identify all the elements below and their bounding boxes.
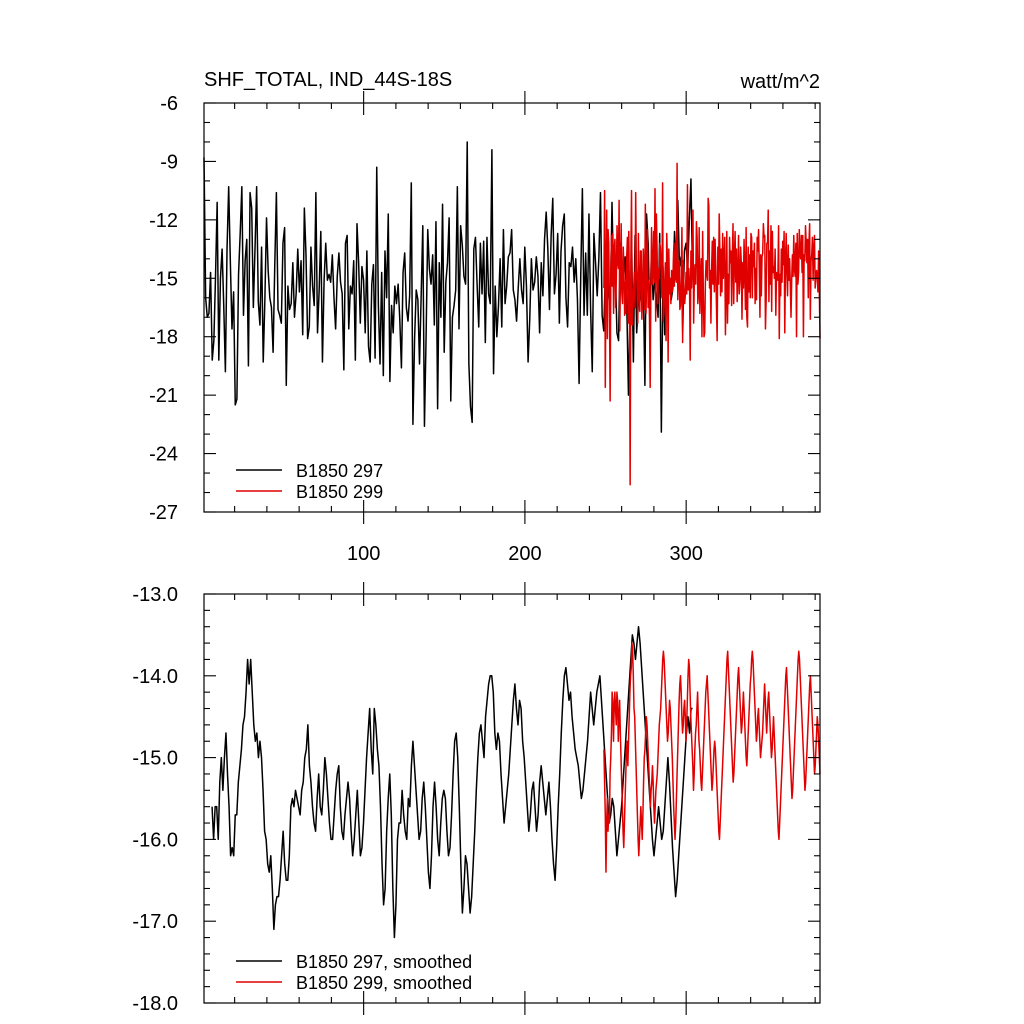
bottom-plot-area: [211, 625, 821, 939]
legend-label-b1850-297: B1850 297: [296, 461, 383, 481]
bottom-x-axis: [234, 582, 816, 1015]
y-tick-label: -18.0: [132, 993, 178, 1015]
x-tick-label: 300: [669, 543, 702, 565]
x-tick-label: 100: [347, 543, 380, 565]
top-legend: B1850 297 B1850 299: [236, 461, 383, 502]
x-tick-label: 200: [508, 543, 541, 565]
bottom-legend: B1850 297, smoothed B1850 299, smoothed: [236, 952, 472, 993]
units-label: watt/m^2: [740, 71, 820, 93]
legend-label-b1850-297-smoothed: B1850 297, smoothed: [296, 952, 472, 972]
y-tick-label: -15.0: [132, 748, 178, 770]
bottom-plot-frame: [203, 593, 821, 1004]
y-tick-label: -24: [149, 444, 178, 466]
bottom-y-axis: -18.0 -17.0 -16.0 -15.0 -14.0 -13.0: [132, 584, 820, 1015]
top-y-axis: -27 -24 -21 -18 -15 -12 -9 -6: [149, 93, 820, 524]
y-tick-label: -18: [149, 327, 178, 349]
legend-label-b1850-299-smoothed: B1850 299, smoothed: [296, 973, 472, 993]
y-tick-label: -14.0: [132, 666, 178, 688]
y-tick-label: -15: [149, 268, 178, 290]
y-tick-label: -9: [160, 151, 178, 173]
series-line-smoothed-0: [211, 625, 693, 939]
y-tick-label: -16.0: [132, 829, 178, 851]
y-tick-label: -12: [149, 210, 178, 232]
y-tick-label: -21: [149, 385, 178, 407]
y-tick-label: -17.0: [132, 911, 178, 933]
y-tick-label: -6: [160, 93, 178, 115]
top-x-axis: 100 200 300: [234, 91, 816, 565]
chart-title: SHF_TOTAL, IND_44S-18S: [204, 69, 452, 91]
top-plot-area: [203, 141, 821, 486]
legend-label-b1850-299: B1850 299: [296, 482, 383, 502]
y-tick-label: -27: [149, 502, 178, 524]
y-tick-label: -13.0: [132, 584, 178, 606]
series-line-smoothed-1: [603, 642, 821, 873]
top-panel: SHF_TOTAL, IND_44S-18S watt/m^2 -27-24-2…: [149, 69, 821, 565]
top-plot-frame: [203, 102, 821, 513]
series-line-raw-1: [603, 162, 821, 486]
bottom-panel: -18.0 -17.0 -16.0 -15.0 -14.0 -13.0 B1850 297…: [132, 582, 821, 1015]
